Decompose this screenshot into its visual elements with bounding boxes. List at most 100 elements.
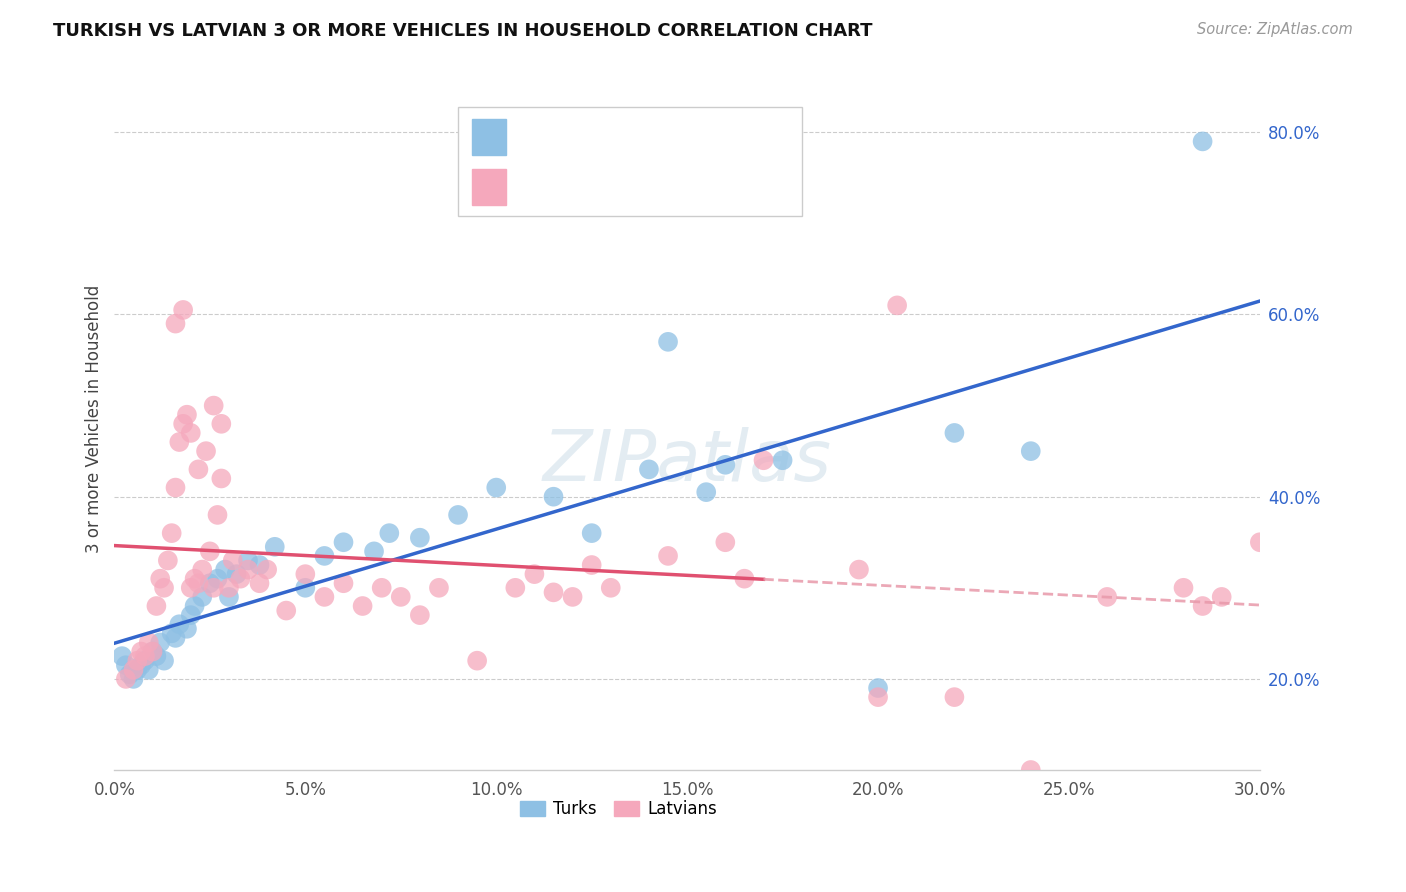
Point [187, 462, 209, 476]
Point [209, 471, 232, 485]
Point [363, 544, 385, 558]
Point [142, 644, 165, 658]
Point [378, 526, 401, 541]
Point [115, 672, 138, 686]
Point [134, 649, 156, 664]
Point [249, 558, 271, 572]
Point [129, 658, 152, 673]
Point [127, 654, 149, 668]
Point [209, 417, 232, 431]
Point [165, 317, 187, 331]
Point [427, 581, 450, 595]
Point [505, 581, 527, 595]
Point [172, 302, 194, 317]
Point [172, 417, 194, 431]
Point [218, 581, 240, 595]
Point [160, 626, 183, 640]
Point [314, 549, 336, 563]
Point [409, 608, 432, 623]
Point [447, 508, 470, 522]
Point [191, 590, 214, 604]
Text: Source: ZipAtlas.com: Source: ZipAtlas.com [1197, 22, 1353, 37]
Point [202, 399, 225, 413]
Point [180, 425, 202, 440]
Point [352, 599, 374, 613]
Point [153, 654, 176, 668]
Point [294, 567, 316, 582]
Point [581, 558, 603, 572]
Point [214, 563, 236, 577]
Point [1191, 135, 1213, 149]
Text: ZIPatlas: ZIPatlas [543, 427, 831, 496]
Point [581, 526, 603, 541]
Point [561, 590, 583, 604]
Point [183, 572, 205, 586]
Point [389, 590, 412, 604]
Point [409, 531, 432, 545]
Point [198, 544, 221, 558]
Point [169, 435, 191, 450]
Point [523, 567, 546, 582]
Point [1249, 535, 1271, 549]
Point [122, 672, 145, 686]
Point [599, 581, 621, 595]
Point [183, 599, 205, 613]
Point [332, 576, 354, 591]
Point [218, 590, 240, 604]
Point [207, 508, 229, 522]
Point [543, 490, 565, 504]
Point [733, 572, 755, 586]
Point [263, 540, 285, 554]
Point [176, 622, 198, 636]
Point [638, 462, 661, 476]
Point [118, 667, 141, 681]
Point [180, 581, 202, 595]
Point [127, 663, 149, 677]
Point [695, 485, 717, 500]
Point [187, 576, 209, 591]
Point [1019, 444, 1042, 458]
Point [370, 581, 392, 595]
Point [249, 576, 271, 591]
Point [543, 585, 565, 599]
Point [149, 572, 172, 586]
Point [115, 658, 138, 673]
Point [256, 563, 278, 577]
Point [229, 572, 252, 586]
Point [657, 549, 679, 563]
Point [943, 690, 966, 705]
Point [714, 535, 737, 549]
Point [332, 535, 354, 549]
Point [198, 576, 221, 591]
Point [180, 608, 202, 623]
Point [195, 444, 218, 458]
Legend: Turks, Latvians: Turks, Latvians [513, 794, 724, 825]
Y-axis label: 3 or more Vehicles in Household: 3 or more Vehicles in Household [86, 285, 103, 553]
Point [886, 298, 908, 312]
Point [122, 663, 145, 677]
Point [138, 663, 160, 677]
Point [129, 644, 152, 658]
Point [868, 690, 890, 705]
Point [169, 617, 191, 632]
Point [714, 458, 737, 472]
Point [207, 572, 229, 586]
Point [191, 563, 214, 577]
Point [153, 581, 176, 595]
Point [868, 681, 890, 695]
Point [134, 654, 156, 668]
Point [1173, 581, 1195, 595]
Point [752, 453, 775, 467]
Point [943, 425, 966, 440]
Point [225, 567, 247, 582]
Point [142, 644, 165, 658]
Point [176, 408, 198, 422]
Text: TURKISH VS LATVIAN 3 OR MORE VEHICLES IN HOUSEHOLD CORRELATION CHART: TURKISH VS LATVIAN 3 OR MORE VEHICLES IN… [53, 22, 873, 40]
Point [657, 334, 679, 349]
Point [848, 563, 870, 577]
Point [1095, 590, 1118, 604]
Point [465, 654, 488, 668]
Point [1211, 590, 1233, 604]
Point [145, 649, 167, 664]
Point [294, 581, 316, 595]
